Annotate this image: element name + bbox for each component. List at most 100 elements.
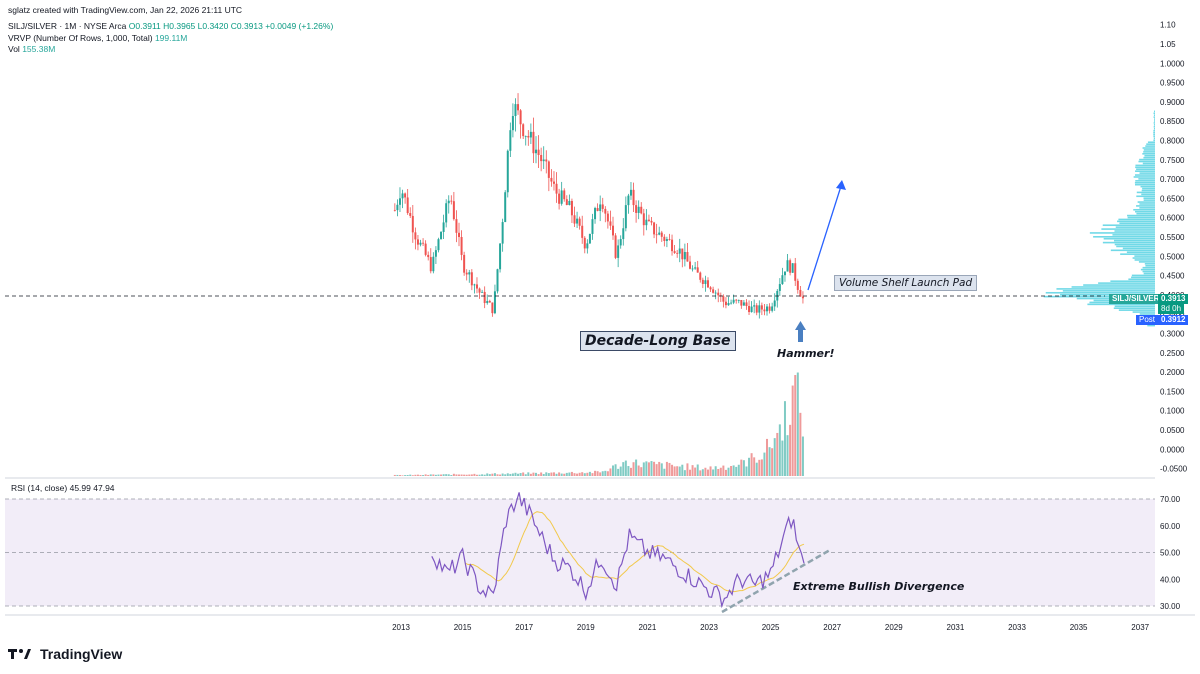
symbol-name[interactable]: SILJ/SILVER · 1M · NYSE Arca <box>8 21 127 31</box>
rsi-tick-label: 50.00 <box>1160 549 1181 558</box>
volume-profile-row <box>1153 129 1155 132</box>
volume-profile-row <box>1138 261 1155 263</box>
candle-body <box>496 269 499 292</box>
volume-profile-row <box>1140 185 1155 188</box>
divergence-trendline <box>721 548 831 614</box>
volume-profile-row <box>1110 280 1155 282</box>
volume-profile-row <box>1143 149 1155 151</box>
volume-bar <box>627 466 630 476</box>
candle-body <box>463 254 466 273</box>
candle-body <box>396 204 399 211</box>
volume-bar <box>570 471 573 476</box>
candle-body <box>452 201 455 220</box>
candle-body <box>468 272 471 275</box>
candle-body <box>570 200 573 216</box>
candle-body <box>591 219 594 234</box>
candle-body <box>727 303 730 306</box>
volume-bar <box>794 375 797 476</box>
volume-bar <box>791 385 794 476</box>
time-tick-label: 2033 <box>1008 623 1026 632</box>
volume-profile-row <box>1101 228 1155 230</box>
candle-body <box>799 289 802 297</box>
volume-bar <box>396 474 399 476</box>
volume-bar <box>771 448 774 476</box>
vrvp-header[interactable]: VRVP (Number Of Rows, 1,000, Total) 199.… <box>8 33 187 43</box>
price-tick-label: 0.9000 <box>1160 98 1185 107</box>
volume-header[interactable]: Vol 155.38M <box>8 44 55 54</box>
volume-profile-row <box>1136 195 1155 198</box>
volume-profile-row <box>1127 216 1155 219</box>
candle-body <box>781 275 784 285</box>
volume-profile-row <box>1115 226 1155 228</box>
candle-body <box>552 181 555 184</box>
volume-bar <box>573 473 576 476</box>
annotation-divergence[interactable]: Extreme Bullish Divergence <box>793 580 965 593</box>
candle-body <box>422 242 425 244</box>
time-tick-label: 2021 <box>639 623 657 632</box>
volume-profile-row <box>1153 133 1155 136</box>
vrvp-label: VRVP (Number Of Rows, 1,000, Total) <box>8 33 153 43</box>
volume-bar <box>416 474 419 476</box>
volume-bar <box>504 474 507 476</box>
volume-bar <box>522 472 525 476</box>
tradingview-logo-icon <box>8 649 31 659</box>
candle-body <box>735 299 738 301</box>
candle-body <box>583 237 586 249</box>
volume-profile-row <box>1114 305 1155 308</box>
volume-bar <box>450 475 453 476</box>
candle-body <box>686 252 689 262</box>
volume-bar <box>742 460 745 476</box>
candle-body <box>704 280 707 284</box>
candle-body <box>455 219 458 233</box>
candle-body <box>491 302 494 314</box>
volume-profile-row <box>1139 158 1155 161</box>
tradingview-footer[interactable]: TradingView <box>8 646 122 662</box>
volume-bar <box>550 472 553 476</box>
volume-bar <box>658 461 661 476</box>
candle-body <box>450 200 453 202</box>
candle-body <box>419 242 422 245</box>
volume-bar <box>799 412 802 476</box>
volume-bar <box>640 467 643 476</box>
candle-body <box>558 193 561 204</box>
price-tick-label: 0.8000 <box>1160 137 1185 146</box>
volume-profile-row <box>1134 174 1155 176</box>
volume-profile-row <box>1142 153 1155 155</box>
volume-bar <box>532 472 535 476</box>
volume-bar <box>730 465 733 476</box>
time-tick-label: 2019 <box>577 623 595 632</box>
volume-bar <box>786 435 789 476</box>
candle-body <box>406 197 409 214</box>
volume-bar <box>681 464 684 476</box>
symbol-header[interactable]: SILJ/SILVER · 1M · NYSE Arca O0.3911 H0.… <box>8 21 333 31</box>
volume-profile-row <box>1153 139 1155 142</box>
ohlc-values: O0.3911 H0.3965 L0.3420 C0.3913 +0.0049 … <box>128 21 334 31</box>
volume-bar <box>781 440 784 476</box>
volume-bar <box>419 474 422 476</box>
volume-bar <box>547 473 550 476</box>
candle-body <box>429 257 432 272</box>
candle-body <box>488 300 491 303</box>
volume-bar <box>445 474 448 476</box>
volume-bar <box>624 460 627 476</box>
candle-body <box>416 239 419 245</box>
time-tick-label: 2015 <box>454 623 472 632</box>
volume-bar <box>635 459 638 476</box>
volume-bar <box>475 474 478 476</box>
candle-body <box>604 208 607 214</box>
volume-profile-row <box>1133 208 1155 211</box>
candle-body <box>594 208 597 220</box>
volume-bar <box>535 472 538 476</box>
annotation-decade-base[interactable]: Decade-Long Base <box>580 331 736 351</box>
volume-bar <box>409 474 412 476</box>
volume-bar <box>714 466 717 476</box>
volume-bar <box>673 466 676 476</box>
candle-body <box>717 292 720 296</box>
annotation-volume-shelf[interactable]: Volume Shelf Launch Pad <box>834 275 978 291</box>
volume-bar <box>650 461 653 476</box>
candle-body <box>483 291 486 304</box>
annotation-hammer[interactable]: Hammer! <box>777 347 835 360</box>
rsi-header[interactable]: RSI (14, close) 45.99 47.94 <box>11 483 115 493</box>
volume-bar <box>591 473 594 476</box>
